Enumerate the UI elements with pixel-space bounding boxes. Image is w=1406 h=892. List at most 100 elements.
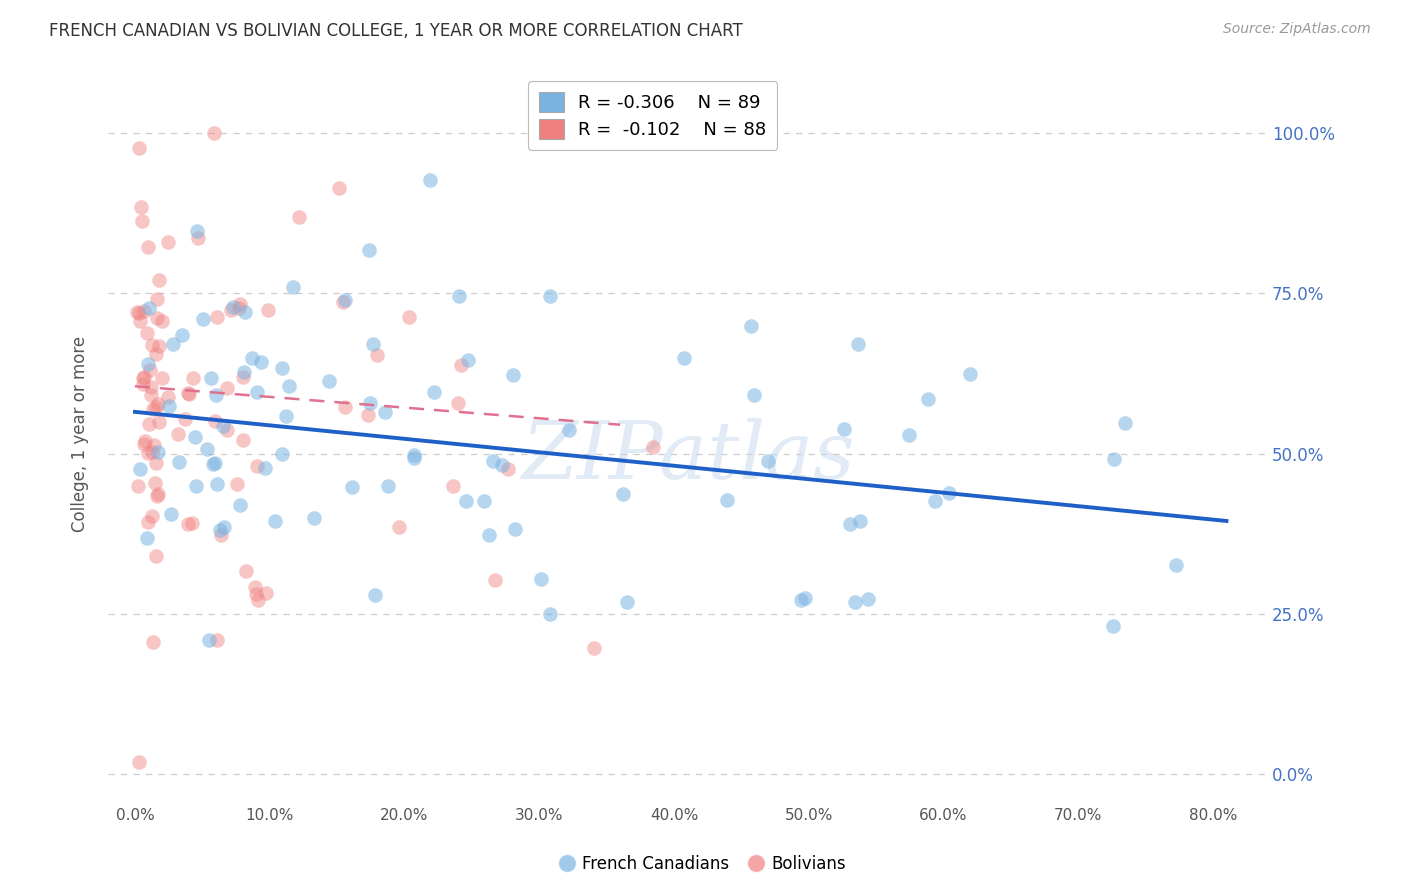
- Point: [288, 210, 311, 224]
- Point: [359, 243, 381, 257]
- Point: [959, 367, 981, 381]
- Point: [482, 454, 505, 468]
- Point: [143, 476, 166, 491]
- Point: [205, 632, 228, 647]
- Point: [484, 573, 506, 587]
- Point: [134, 370, 156, 384]
- Point: [181, 516, 204, 530]
- Point: [235, 564, 257, 578]
- Point: [616, 595, 638, 609]
- Point: [498, 462, 520, 476]
- Point: [148, 339, 170, 353]
- Point: [128, 755, 150, 769]
- Point: [159, 507, 181, 521]
- Point: [136, 446, 159, 460]
- Point: [643, 440, 665, 454]
- Point: [134, 434, 156, 449]
- Point: [205, 477, 228, 491]
- Point: [127, 305, 149, 319]
- Point: [215, 424, 238, 438]
- Point: [404, 448, 426, 462]
- Point: [1166, 558, 1188, 572]
- Point: [361, 336, 384, 351]
- Point: [332, 295, 354, 310]
- Point: [205, 388, 228, 402]
- Point: [204, 456, 226, 470]
- Point: [366, 348, 388, 362]
- Point: [146, 445, 169, 459]
- Point: [179, 386, 201, 401]
- Point: [131, 371, 153, 385]
- Point: [233, 305, 256, 319]
- Point: [195, 442, 218, 456]
- Point: [281, 279, 304, 293]
- Point: [832, 422, 855, 436]
- Legend: French Canadians, Bolivians: French Canadians, Bolivians: [554, 848, 852, 880]
- Point: [232, 433, 254, 447]
- Point: [447, 288, 470, 302]
- Point: [136, 357, 159, 371]
- Point: [132, 304, 155, 318]
- Point: [134, 436, 156, 450]
- Point: [744, 388, 766, 402]
- Point: [246, 459, 269, 474]
- Point: [756, 454, 779, 468]
- Point: [277, 379, 299, 393]
- Point: [402, 450, 425, 465]
- Point: [1104, 451, 1126, 466]
- Point: [447, 396, 470, 410]
- Point: [254, 460, 277, 475]
- Point: [359, 395, 381, 409]
- Point: [177, 386, 200, 401]
- Point: [340, 480, 363, 494]
- Point: [148, 415, 170, 429]
- Point: [169, 455, 191, 469]
- Point: [318, 374, 340, 388]
- Point: [184, 430, 207, 444]
- Point: [793, 591, 815, 605]
- Point: [204, 414, 226, 428]
- Point: [335, 400, 357, 414]
- Point: [491, 458, 513, 473]
- Point: [139, 363, 162, 377]
- Point: [145, 549, 167, 563]
- Point: [1114, 416, 1136, 430]
- Text: FRENCH CANADIAN VS BOLIVIAN COLLEGE, 1 YEAR OR MORE CORRELATION CHART: FRENCH CANADIAN VS BOLIVIAN COLLEGE, 1 Y…: [49, 22, 742, 40]
- Point: [505, 523, 527, 537]
- Point: [740, 318, 762, 333]
- Point: [146, 487, 169, 501]
- Point: [129, 462, 152, 476]
- Text: Source: ZipAtlas.com: Source: ZipAtlas.com: [1223, 22, 1371, 37]
- Point: [924, 493, 946, 508]
- Point: [200, 370, 222, 384]
- Point: [141, 387, 163, 401]
- Point: [167, 427, 190, 442]
- Point: [209, 528, 232, 542]
- Point: [232, 370, 254, 384]
- Point: [243, 580, 266, 594]
- Point: [184, 479, 207, 493]
- Point: [186, 224, 208, 238]
- Point: [364, 588, 387, 602]
- Point: [374, 405, 396, 419]
- Point: [145, 347, 167, 361]
- Point: [150, 371, 173, 385]
- Point: [146, 310, 169, 325]
- Point: [530, 572, 553, 586]
- Point: [846, 337, 869, 351]
- Text: ZIPatlas: ZIPatlas: [520, 417, 855, 495]
- Point: [183, 371, 205, 385]
- Point: [135, 531, 157, 545]
- Point: [212, 519, 235, 533]
- Point: [156, 235, 179, 250]
- Point: [240, 351, 263, 366]
- Point: [217, 381, 239, 395]
- Point: [450, 358, 472, 372]
- Point: [157, 399, 180, 413]
- Point: [177, 516, 200, 531]
- Y-axis label: College, 1 year or more: College, 1 year or more: [72, 336, 89, 533]
- Point: [226, 477, 249, 491]
- Point: [201, 457, 224, 471]
- Point: [257, 303, 280, 318]
- Point: [377, 479, 399, 493]
